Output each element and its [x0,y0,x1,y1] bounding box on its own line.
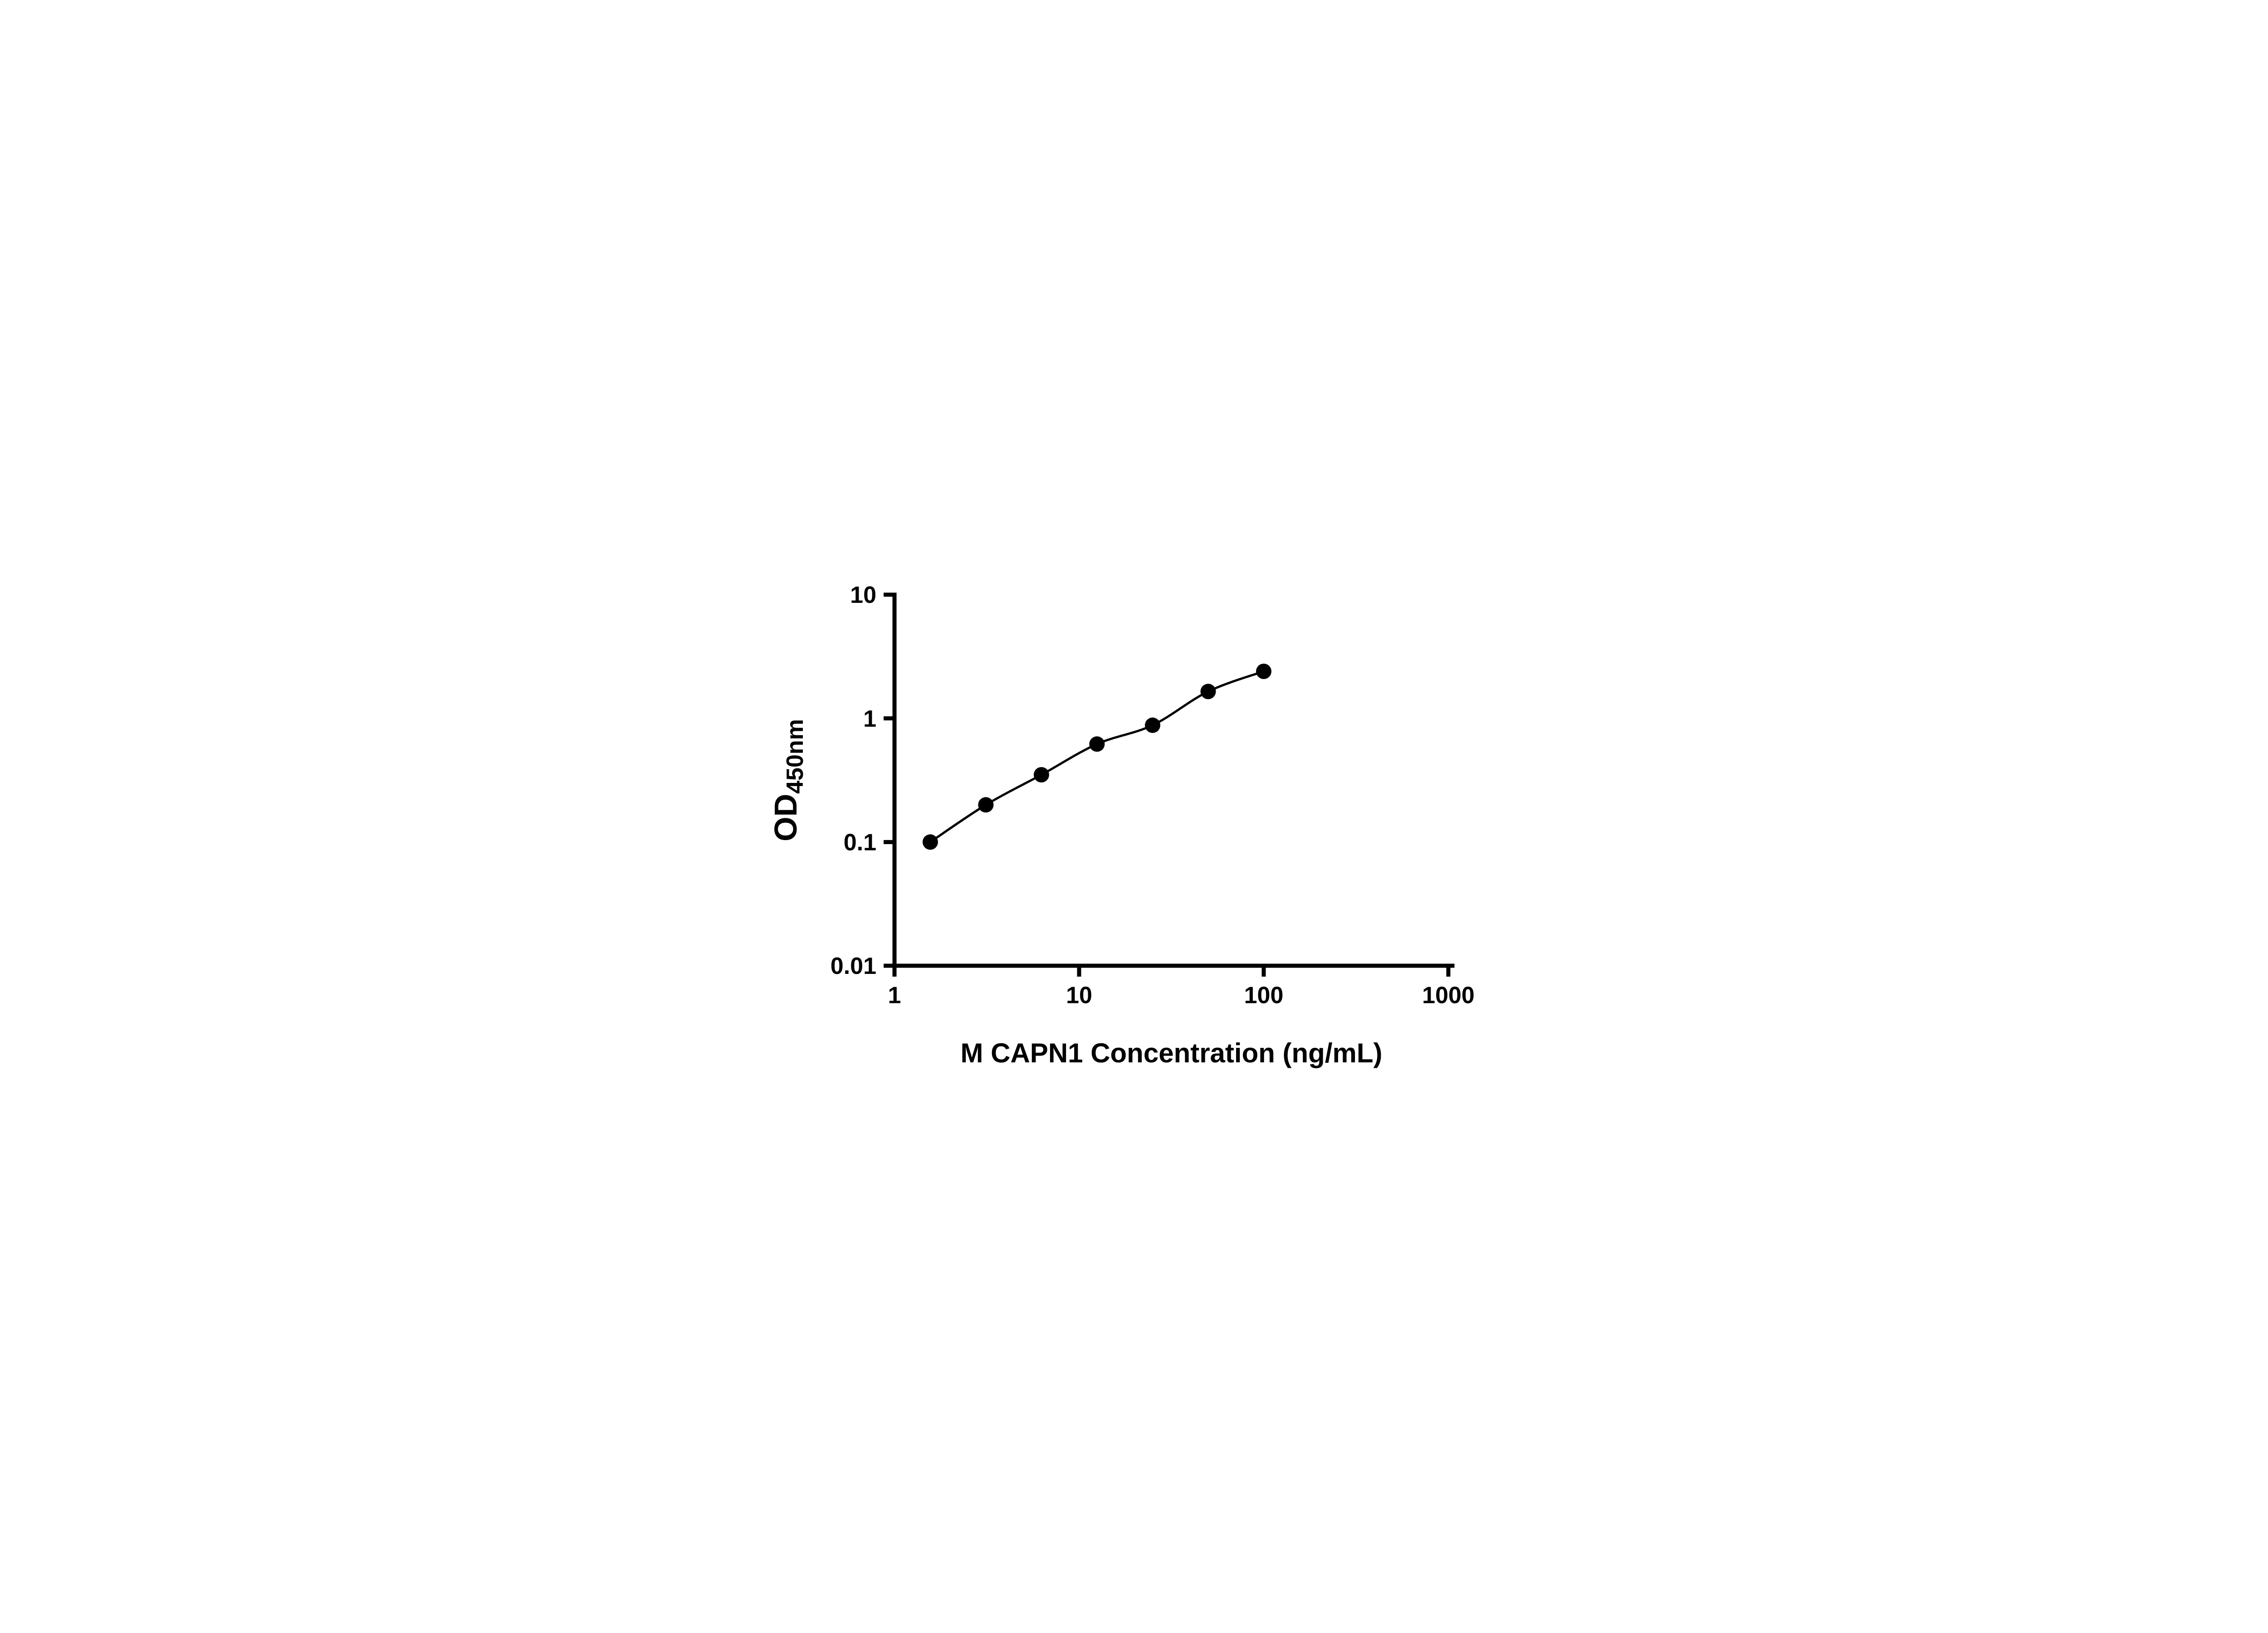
fit-curve [929,670,1264,843]
data-point [922,834,938,850]
data-point [978,797,994,813]
data-point [1256,664,1271,679]
data-point [1089,736,1105,752]
chart-canvas: 1 10 100 1000 0.01 0.1 1 10 M CAPN1 Concentratio… [746,544,1522,1089]
x-tick-label: 10 [1066,983,1092,1009]
y-tick-label: 10 [850,582,876,608]
y-axis-title: OD450nm [768,719,808,841]
elisa-standard-curve-figure: 1 10 100 1000 0.01 0.1 1 10 M CAPN1 Concentratio… [746,544,1522,1089]
data-point [1145,717,1160,733]
y-tick-label: 0.01 [831,953,876,979]
data-point [1200,684,1216,699]
x-tick-label: 1000 [1422,983,1475,1009]
y-tick-label: 1 [863,706,876,732]
x-tick-label: 100 [1244,983,1284,1009]
x-tick-label: 1 [888,983,901,1009]
y-tick-label: 0.1 [844,830,876,856]
x-axis-title: M CAPN1 Concentration (ng/mL) [961,1038,1383,1068]
data-point [1033,767,1049,782]
axis-lines [892,592,1455,968]
